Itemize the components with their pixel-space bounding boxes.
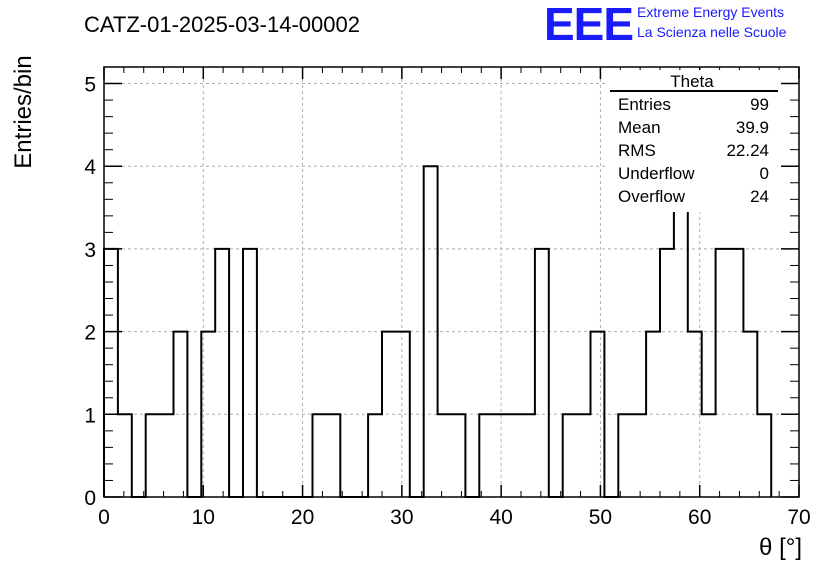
histogram-bin — [618, 414, 632, 497]
histogram-bin — [507, 414, 521, 497]
stats-label-underflow: Underflow — [618, 164, 695, 183]
x-tick-label: 0 — [98, 506, 110, 529]
histogram-bin — [326, 414, 340, 497]
y-tick-label: 5 — [84, 74, 96, 97]
logo-subtitle-line2: La Scienza nelle Scuole — [637, 24, 787, 40]
x-tick-label: 60 — [688, 506, 711, 529]
histogram-bin — [730, 249, 744, 497]
stats-value-underflow: 0 — [760, 164, 769, 183]
x-tick-label: 70 — [787, 506, 810, 529]
stats-value-rms: 22.24 — [726, 141, 769, 160]
histogram-bin — [632, 414, 646, 497]
stats-label-rms: RMS — [618, 141, 656, 160]
histogram-bin — [660, 249, 674, 497]
x-tick-label: 30 — [390, 506, 413, 529]
eee-logo: EEE — [544, 0, 634, 50]
logo-subtitle-line1: Extreme Energy Events — [637, 4, 785, 20]
histogram-bin — [424, 166, 438, 497]
stats-value-overflow: 24 — [750, 187, 769, 206]
histogram-bin — [563, 414, 577, 497]
stats-value-entries: 99 — [750, 95, 769, 114]
histogram-bin — [479, 414, 493, 497]
y-tick-label: 0 — [84, 487, 96, 510]
histogram-bin — [146, 414, 160, 497]
histogram-bin — [382, 332, 396, 497]
histogram-bin — [243, 249, 257, 497]
x-axis-title: θ [°] — [759, 534, 802, 561]
histogram-bin — [493, 414, 507, 497]
histogram-bin — [201, 332, 215, 497]
stats-label-entries: Entries — [618, 95, 671, 114]
stats-label-overflow: Overflow — [618, 187, 686, 206]
stats-title: Theta — [670, 72, 714, 91]
histogram-bin — [535, 249, 549, 497]
x-tick-label: 40 — [489, 506, 512, 529]
stats-value-mean: 39.9 — [736, 118, 769, 137]
histogram-bin — [104, 249, 118, 497]
histogram-bin — [591, 332, 605, 497]
y-tick-label: 1 — [84, 404, 96, 427]
tick-labels-layer: 0 10 20 30 40 50 60 70 0 1 2 3 4 5 — [84, 74, 810, 529]
histogram-bin — [757, 414, 771, 497]
histogram-outline — [103, 165, 773, 498]
stats-label-mean: Mean — [618, 118, 661, 137]
histogram-bin — [174, 332, 188, 497]
y-tick-label: 4 — [84, 156, 96, 179]
x-tick-label: 50 — [589, 506, 612, 529]
histogram-bin — [368, 414, 382, 497]
histogram-bin — [577, 414, 591, 497]
histogram-bin — [743, 332, 757, 497]
stats-box-background — [606, 70, 780, 212]
histogram-bin — [646, 332, 660, 497]
histogram-bin — [674, 166, 688, 497]
histogram-bin — [215, 249, 229, 497]
histogram-bin — [313, 414, 327, 497]
histogram-bin — [396, 332, 410, 497]
stats-box: Theta Entries 99 Mean 39.9 RMS 22.24 Und… — [606, 70, 780, 212]
histogram-bin — [160, 414, 174, 497]
x-tick-label: 20 — [291, 506, 314, 529]
histogram-bin — [702, 414, 716, 497]
histogram-bin — [521, 414, 535, 497]
histogram-bin — [716, 249, 730, 497]
x-tick-label: 10 — [192, 506, 215, 529]
histogram-bin — [452, 414, 466, 497]
histogram-bin — [118, 414, 132, 497]
run-title: CATZ-01-2025-03-14-00002 — [84, 12, 360, 37]
ticks-layer — [103, 67, 800, 498]
histogram-bin — [688, 332, 702, 497]
y-tick-label: 3 — [84, 239, 96, 262]
histogram-layer — [103, 165, 773, 498]
y-tick-label: 2 — [84, 322, 96, 345]
histogram-bin — [438, 414, 452, 497]
